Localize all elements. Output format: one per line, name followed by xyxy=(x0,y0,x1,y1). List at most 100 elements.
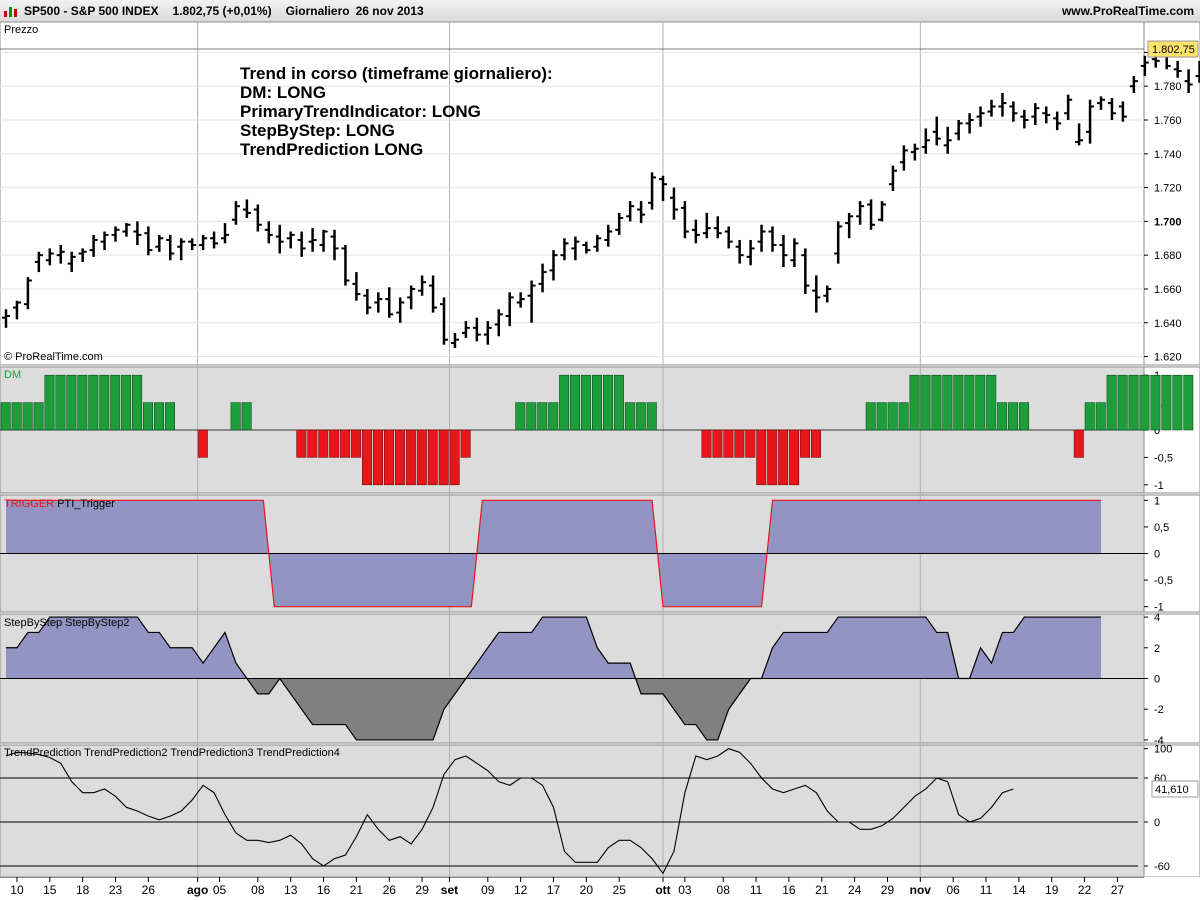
x-tick-label: 06 xyxy=(946,883,960,897)
dm-bar xyxy=(602,374,613,431)
dm-bar xyxy=(887,402,898,431)
ohlc-bar xyxy=(341,245,350,286)
ohlc-bar xyxy=(888,165,897,191)
y-tick-label: 2 xyxy=(1154,643,1160,655)
ohlc-bar xyxy=(122,223,131,237)
ohlc-bar xyxy=(242,199,251,218)
ohlc-bar xyxy=(538,263,547,293)
x-tick-label: 22 xyxy=(1078,883,1092,897)
y-axis-area xyxy=(1143,744,1200,878)
dm-bar xyxy=(154,402,165,431)
x-tick-label: 16 xyxy=(317,883,331,897)
ohlc-bar xyxy=(308,228,317,252)
ohlc-bar xyxy=(210,231,219,249)
title-bar: SP500 - S&P 500 INDEX 1.802,75 (+0,01%) … xyxy=(0,0,1200,23)
dm-bar xyxy=(1139,374,1150,431)
tp-value-tag xyxy=(1151,780,1199,798)
dm-bar xyxy=(909,374,920,431)
ohlc-bar xyxy=(188,238,197,251)
dm-bar xyxy=(613,374,624,431)
y-tick-label: 0 xyxy=(1154,549,1160,561)
x-tick-label: 11 xyxy=(750,883,763,897)
ohlc-bar xyxy=(1064,94,1073,120)
y-tick-label: 1.740 xyxy=(1154,149,1182,161)
dm-bar xyxy=(22,402,33,431)
x-tick-label: set xyxy=(441,883,458,897)
ohlc-bar xyxy=(779,234,788,267)
ohlc-bar xyxy=(987,99,996,117)
ohlc-bar xyxy=(275,224,284,254)
dm-bar xyxy=(789,429,800,486)
dm-bar xyxy=(942,374,953,431)
ohlc-bar xyxy=(1184,69,1193,93)
copyright-label: © ProRealTime.com xyxy=(4,351,103,363)
y-tick-label: -0,5 xyxy=(1154,575,1173,587)
x-tick-label: 29 xyxy=(415,883,429,897)
ohlc-bar xyxy=(429,275,438,313)
x-tick-label: 26 xyxy=(142,883,156,897)
dm-bar xyxy=(756,429,767,486)
y-tick-label: 0 xyxy=(1154,425,1160,437)
ohlc-bar xyxy=(582,241,591,254)
dm-bar xyxy=(438,429,449,486)
ohlc-bar xyxy=(910,143,919,161)
ohlc-bar xyxy=(363,288,372,315)
ohlc-bar xyxy=(89,234,98,257)
dm-bar xyxy=(66,374,77,431)
site-link[interactable]: www.ProRealTime.com xyxy=(1061,4,1194,18)
dm-bar xyxy=(1161,374,1172,431)
dm-bar xyxy=(362,429,373,486)
ohlc-bar xyxy=(12,300,21,320)
y-axis-area xyxy=(1143,494,1200,613)
ohlc-bar xyxy=(878,201,886,222)
ohlc-bar xyxy=(659,175,667,202)
x-tick-label: 13 xyxy=(284,883,298,897)
ohlc-bar xyxy=(111,226,120,242)
dm-bar xyxy=(515,402,526,431)
ohlc-bar xyxy=(998,92,1007,117)
dm-bar xyxy=(646,402,657,431)
ohlc-bar xyxy=(286,231,295,249)
dm-bar xyxy=(559,374,570,431)
dm-bar xyxy=(99,374,110,431)
panel-background xyxy=(0,21,1145,366)
x-tick-label: ago xyxy=(187,883,208,897)
y-tick-label: 0,5 xyxy=(1154,522,1169,534)
ohlc-bar xyxy=(899,145,908,171)
ohlc-bar xyxy=(593,234,602,252)
ohlc-bar xyxy=(78,248,87,262)
x-tick-label: 16 xyxy=(782,883,796,897)
dm-bar xyxy=(416,429,427,486)
y-tick-label: 1.620 xyxy=(1154,352,1182,364)
dm-bar xyxy=(876,402,887,431)
y-axis-area xyxy=(1143,21,1200,366)
dm-bar xyxy=(986,374,997,431)
y-tick-label: -0,5 xyxy=(1154,452,1173,464)
y-tick-label: 1.780 xyxy=(1154,81,1182,93)
ohlc-bar xyxy=(34,251,43,273)
ohlc-bar xyxy=(823,285,832,303)
dm-bar xyxy=(570,374,581,431)
y-tick-label: -1 xyxy=(1154,602,1164,614)
y-tick-label: 1.720 xyxy=(1154,183,1182,195)
ohlc-bar xyxy=(801,248,810,295)
dm-bar xyxy=(1095,402,1106,431)
y-tick-label: 1.760 xyxy=(1154,115,1182,127)
stepbystep-panel-label: StepByStep StepByStep2 xyxy=(4,617,129,629)
x-tick-label: 27 xyxy=(1111,883,1125,897)
ohlc-bar xyxy=(1020,109,1029,129)
dm-bar xyxy=(701,429,712,458)
dm-bar xyxy=(953,374,964,431)
x-axis-area xyxy=(0,877,1200,900)
dm-bar xyxy=(1172,374,1183,431)
chart-icon xyxy=(4,5,18,17)
trigger-label-red: TRIGGER xyxy=(4,498,54,510)
stepbystep-area-positive xyxy=(6,617,1101,679)
ohlc-bar xyxy=(2,309,10,328)
ohlc-bar xyxy=(100,231,109,251)
ohlc-bar xyxy=(757,224,766,252)
trigger-area-negative xyxy=(6,553,1101,607)
ohlc-bar xyxy=(23,277,32,310)
x-tick-label: 09 xyxy=(481,883,495,897)
